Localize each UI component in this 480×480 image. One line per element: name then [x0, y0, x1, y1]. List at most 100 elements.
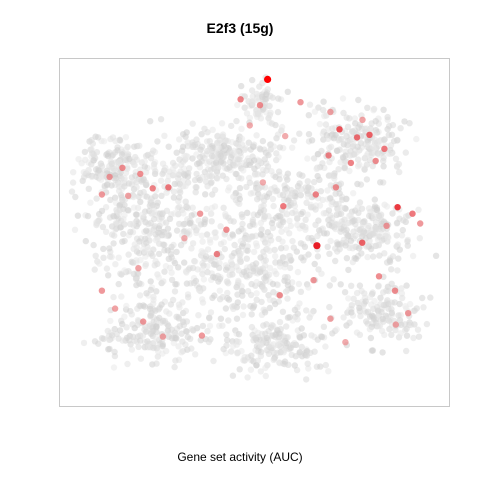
cell-point	[320, 323, 328, 330]
cell-point	[170, 188, 178, 195]
cell-point	[228, 266, 236, 273]
cell-point	[100, 138, 108, 145]
cell-point	[143, 193, 151, 200]
cell-point	[145, 343, 152, 351]
cell-point	[171, 288, 179, 295]
cell-point	[200, 276, 208, 283]
cell-point	[226, 149, 234, 156]
cell-point	[306, 101, 314, 108]
active-cell-points	[98, 75, 424, 346]
cell-point	[250, 248, 258, 256]
cell-point	[119, 197, 126, 204]
active-cell-point	[119, 164, 126, 171]
cell-point	[355, 124, 362, 131]
cell-point	[179, 338, 186, 345]
cell-point	[371, 136, 378, 143]
cell-point	[116, 158, 123, 166]
cell-point	[398, 285, 405, 292]
cell-point	[282, 288, 290, 295]
cell-point	[164, 327, 172, 334]
cell-point	[353, 329, 361, 336]
cell-point	[373, 206, 381, 214]
cell-point	[370, 314, 377, 321]
cell-point	[394, 219, 401, 226]
cell-point	[207, 239, 214, 246]
cell-point	[136, 142, 143, 149]
cell-point	[246, 222, 254, 230]
cell-point	[204, 328, 211, 335]
cell-point	[78, 160, 85, 167]
cell-point	[370, 213, 378, 220]
cell-point	[189, 120, 196, 127]
cell-point	[178, 349, 185, 356]
cell-point	[251, 335, 259, 342]
active-cell-point	[347, 159, 355, 167]
cell-point	[154, 335, 161, 342]
cell-point	[284, 88, 291, 96]
cell-point	[356, 282, 364, 289]
cell-point	[178, 330, 185, 337]
cell-point	[236, 195, 243, 203]
cell-point	[107, 317, 114, 325]
cell-point	[387, 150, 394, 158]
cell-point	[188, 245, 195, 252]
cell-point	[179, 318, 187, 326]
cell-point	[376, 252, 383, 259]
cell-point	[403, 305, 410, 312]
cell-point	[210, 357, 217, 365]
cell-point	[258, 226, 265, 233]
cell-point	[362, 298, 369, 305]
cell-point	[377, 294, 384, 301]
cell-point	[207, 309, 215, 316]
cell-point	[203, 205, 210, 213]
cell-point	[150, 344, 157, 352]
cell-point	[316, 120, 324, 128]
cell-point	[410, 334, 417, 342]
active-cell-point	[237, 96, 244, 103]
cell-point	[231, 241, 238, 249]
cell-point	[216, 287, 223, 294]
active-cell-point	[98, 287, 106, 294]
cell-point	[270, 202, 277, 210]
cell-point	[322, 361, 329, 369]
cell-point	[305, 112, 312, 119]
cell-point	[206, 137, 213, 145]
cell-point	[100, 254, 107, 261]
cell-point	[81, 148, 89, 156]
cell-point	[82, 237, 90, 245]
cell-point	[198, 232, 205, 239]
cell-point	[152, 307, 159, 314]
cell-point	[219, 322, 226, 329]
cell-point	[250, 141, 258, 148]
cell-point	[252, 110, 260, 118]
cell-point	[225, 317, 232, 324]
cell-point	[142, 261, 150, 268]
cell-point	[327, 172, 334, 179]
cell-point	[305, 131, 313, 138]
cell-point	[135, 343, 142, 351]
cell-point	[313, 165, 320, 173]
cell-point	[326, 282, 333, 289]
cell-point	[157, 177, 165, 184]
cell-point	[118, 151, 126, 158]
cell-point	[290, 199, 298, 207]
cell-point	[218, 120, 226, 127]
cell-point	[121, 183, 128, 190]
active-cell-point	[375, 273, 383, 280]
cell-point	[363, 152, 370, 160]
cell-point	[155, 250, 163, 258]
cell-point	[388, 331, 395, 339]
cell-point	[385, 234, 392, 241]
cell-point	[133, 257, 140, 264]
cell-point	[212, 159, 220, 166]
cell-point	[133, 184, 140, 191]
cell-point	[182, 307, 190, 315]
cell-point	[227, 258, 235, 266]
cell-point	[356, 199, 364, 206]
cell-point	[339, 95, 347, 102]
cell-point	[165, 173, 173, 180]
cell-point	[397, 125, 404, 132]
cell-point	[176, 304, 183, 311]
cell-point	[346, 152, 354, 159]
cell-point	[419, 294, 426, 302]
